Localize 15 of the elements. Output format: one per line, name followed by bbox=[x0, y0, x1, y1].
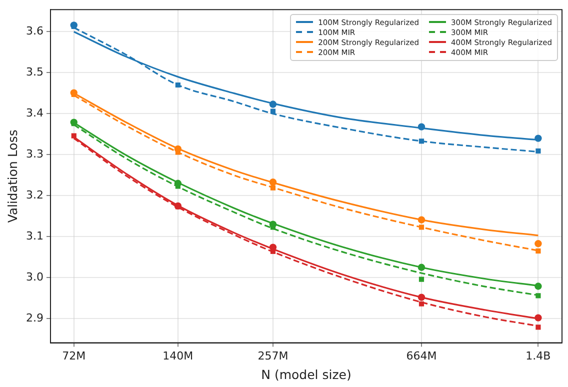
y-tick-label: 3.1 bbox=[26, 230, 44, 243]
x-tick-label: 140M bbox=[162, 349, 194, 362]
y-tick-label: 2.9 bbox=[26, 311, 44, 324]
y-axis-title: Validation Loss bbox=[4, 130, 20, 223]
y-tick-label: 3.5 bbox=[26, 66, 44, 79]
x-tick-label: 257M bbox=[258, 349, 288, 362]
x-axis-title: N (model size) bbox=[261, 366, 352, 382]
x-tick-label: 72M bbox=[62, 349, 86, 362]
y-tick-label: 3.3 bbox=[26, 148, 44, 161]
y-tick-label: 3.6 bbox=[26, 24, 44, 38]
x-tick-label: 664M bbox=[406, 349, 437, 362]
y-tick-label: 3.2 bbox=[26, 188, 44, 202]
y-tick-label: 3.0 bbox=[26, 270, 44, 284]
x-tick-label: 1.4B bbox=[526, 349, 551, 362]
y-tick-label: 3.4 bbox=[26, 106, 44, 120]
